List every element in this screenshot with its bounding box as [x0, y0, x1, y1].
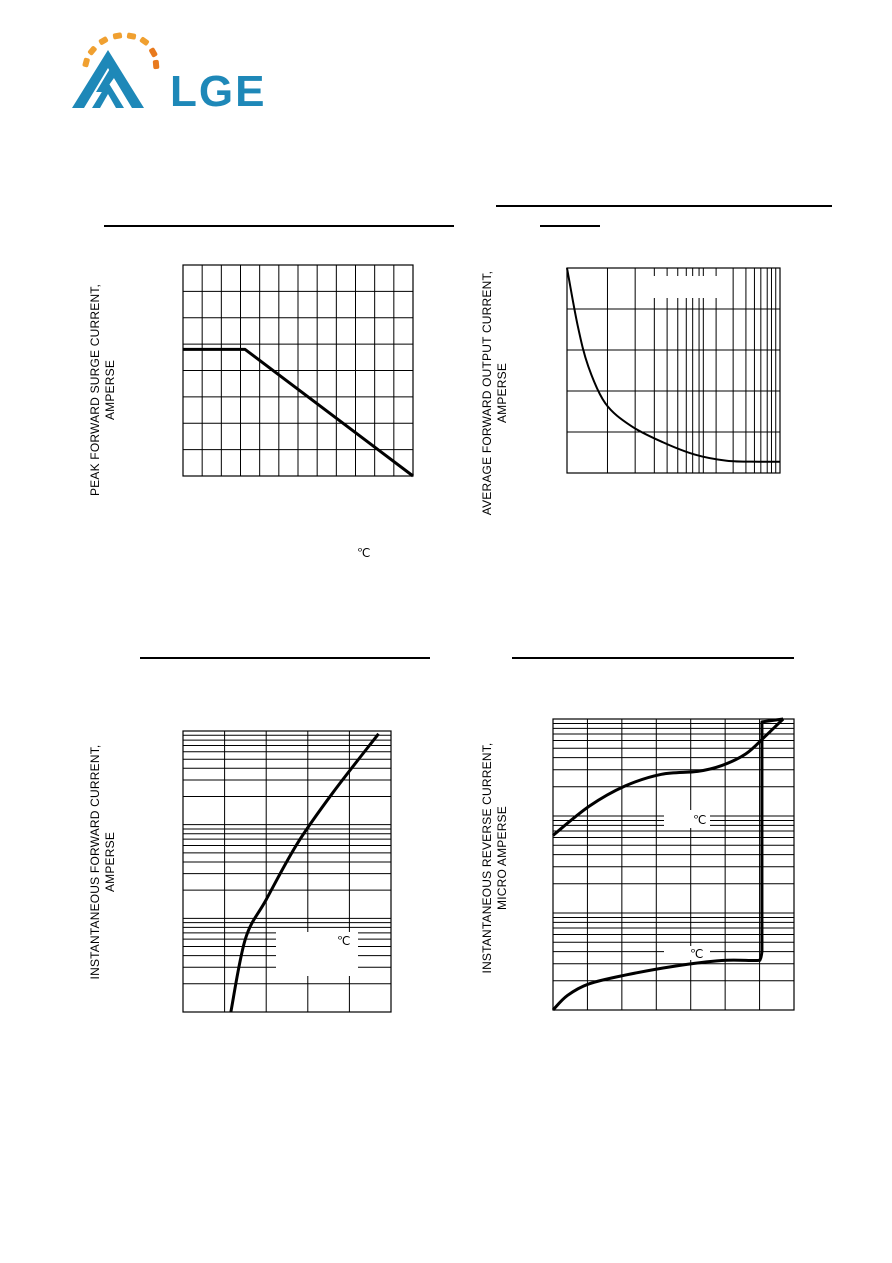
br-unit-mark-lower: ℃	[690, 947, 703, 961]
br-legend-box-lower	[664, 946, 710, 960]
bl-title-rule	[140, 657, 430, 659]
tl-frame	[182, 264, 414, 477]
mountain-icon	[72, 50, 144, 108]
bl-unit-mark: ℃	[337, 934, 350, 948]
br-frame	[552, 718, 795, 1011]
tr-title-rule	[496, 205, 832, 207]
bl-series-1-line	[229, 732, 380, 1013]
tl-series-1-line	[183, 347, 414, 478]
logo-text: LGE	[170, 67, 266, 112]
br-title-rule	[512, 657, 794, 659]
tl-title-rule	[104, 225, 454, 227]
br-unit-mark-upper: ℃	[693, 813, 706, 827]
tr-series-1-line	[566, 267, 781, 463]
br-series-2-line	[551, 717, 784, 1012]
lge-logo: LGE	[72, 32, 266, 112]
bl-legend-box	[276, 932, 358, 976]
bl-frame	[182, 730, 392, 1013]
tl-unit-mark: ℃	[357, 546, 371, 560]
tr-legend-box	[640, 276, 732, 298]
tr-frame	[566, 267, 781, 474]
br-legend-box-upper	[664, 810, 710, 828]
sun-rays-icon	[82, 32, 160, 70]
br-series-1-line	[552, 717, 785, 837]
tr-title-subrule	[540, 225, 600, 227]
